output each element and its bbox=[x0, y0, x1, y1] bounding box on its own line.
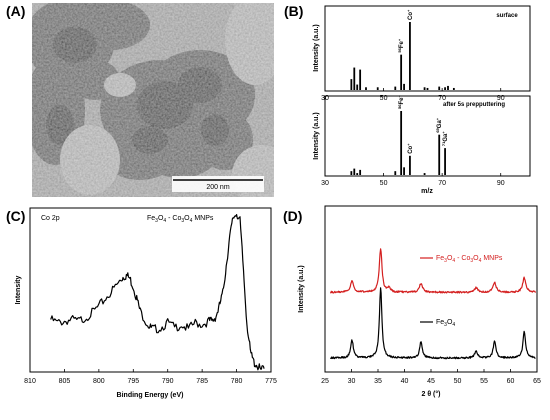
b-xtick-label: 50 bbox=[380, 180, 388, 187]
b-xtick-label: 70 bbox=[438, 180, 446, 187]
d-xtick-label: 65 bbox=[533, 378, 541, 385]
d-legend-series-1: Fe3O4 - Co3O4 MNPs bbox=[420, 255, 503, 264]
b-peak-label: Co+ bbox=[406, 143, 414, 154]
b-peak-label: 69Ga+ bbox=[435, 117, 443, 132]
b-peak-label: 56Fe+ bbox=[397, 38, 405, 52]
panel-d-label: (D) bbox=[283, 208, 302, 224]
d-legend-series-2: Fe3O4 bbox=[420, 319, 455, 328]
b-xtick-label: 30 bbox=[321, 180, 329, 187]
b-peak-label: Co+ bbox=[406, 9, 414, 20]
d-xtick-label: 40 bbox=[401, 378, 409, 385]
d-line-composite bbox=[329, 248, 536, 294]
c-ylabel: Intensity bbox=[15, 276, 22, 305]
c-annotation: Fe3O4 - Co3O4 MNPs bbox=[147, 215, 214, 224]
b-peak-label: 71Ga+ bbox=[441, 131, 449, 146]
b-top-frame bbox=[324, 5, 531, 92]
d-xtick-label: 60 bbox=[507, 378, 515, 385]
b-xtick-label: 90 bbox=[497, 95, 505, 102]
d-xtick-label: 55 bbox=[480, 378, 488, 385]
d-ylabel: Intensity (a.u.) bbox=[298, 265, 305, 312]
c-xtick-label: 785 bbox=[196, 378, 208, 385]
panel-b-label: (B) bbox=[284, 3, 303, 19]
c-xtick-label: 805 bbox=[59, 378, 71, 385]
b-xlabel: m/z bbox=[421, 188, 433, 195]
panel-b-top: Intensity (a.u.) surface 30 50 70 9056Fe+Co… bbox=[313, 5, 531, 102]
panel-d: Intensity (a.u.) 2 θ (°) 25 30 35 40 45 50 55 6… bbox=[298, 205, 541, 398]
d-legend-text-1: Fe3O4 - Co3O4 MNPs bbox=[436, 255, 503, 264]
c-xtick-label: 795 bbox=[127, 378, 139, 385]
b-bottom-annotation: after 5s prepputtering bbox=[443, 102, 505, 108]
c-annotation-left: Co 2p bbox=[41, 215, 60, 222]
scale-bar-label: 200 nm bbox=[206, 184, 230, 191]
b-bottom-frame bbox=[324, 95, 531, 177]
panel-c-label: (C) bbox=[6, 208, 25, 224]
c-xtick-label: 790 bbox=[162, 378, 174, 385]
c-line-trace bbox=[50, 214, 265, 371]
b-xtick-label: 70 bbox=[438, 95, 446, 102]
panel-a-label: (A) bbox=[6, 3, 25, 19]
c-xtick-label: 800 bbox=[93, 378, 105, 385]
d-xtick-label: 45 bbox=[427, 378, 435, 385]
d-xtick-label: 35 bbox=[374, 378, 382, 385]
c-xlabel: Binding Energy (eV) bbox=[117, 392, 184, 399]
d-xtick-label: 50 bbox=[454, 378, 462, 385]
b-peak-label: 56Fe+ bbox=[397, 95, 405, 109]
d-line-fe3o4 bbox=[329, 287, 536, 360]
d-xtick-label: 30 bbox=[348, 378, 356, 385]
c-xtick-label: 780 bbox=[231, 378, 243, 385]
b-xtick-label: 50 bbox=[380, 95, 388, 102]
b-top-ylabel: Intensity (a.u.) bbox=[313, 24, 320, 71]
d-xlabel: 2 θ (°) bbox=[421, 390, 440, 398]
panel-b-bottom: Intensity (a.u.) after 5s prepputtering … bbox=[313, 95, 531, 195]
panel-c: Co 2p Fe3O4 - Co3O4 MNPs Intensity Bindi… bbox=[15, 207, 277, 399]
c-xtick-label: 775 bbox=[265, 378, 277, 385]
d-xtick-label: 25 bbox=[321, 378, 329, 385]
b-xtick-label: 90 bbox=[497, 180, 505, 187]
d-frame bbox=[324, 205, 538, 373]
c-frame bbox=[29, 207, 272, 373]
b-bottom-ylabel: Intensity (a.u.) bbox=[313, 112, 320, 159]
tem-micrograph: 200 nm bbox=[32, 3, 274, 197]
b-top-annotation: surface bbox=[496, 13, 518, 19]
c-xtick-label: 810 bbox=[24, 378, 36, 385]
d-legend-text-2: Fe3O4 bbox=[436, 319, 455, 328]
